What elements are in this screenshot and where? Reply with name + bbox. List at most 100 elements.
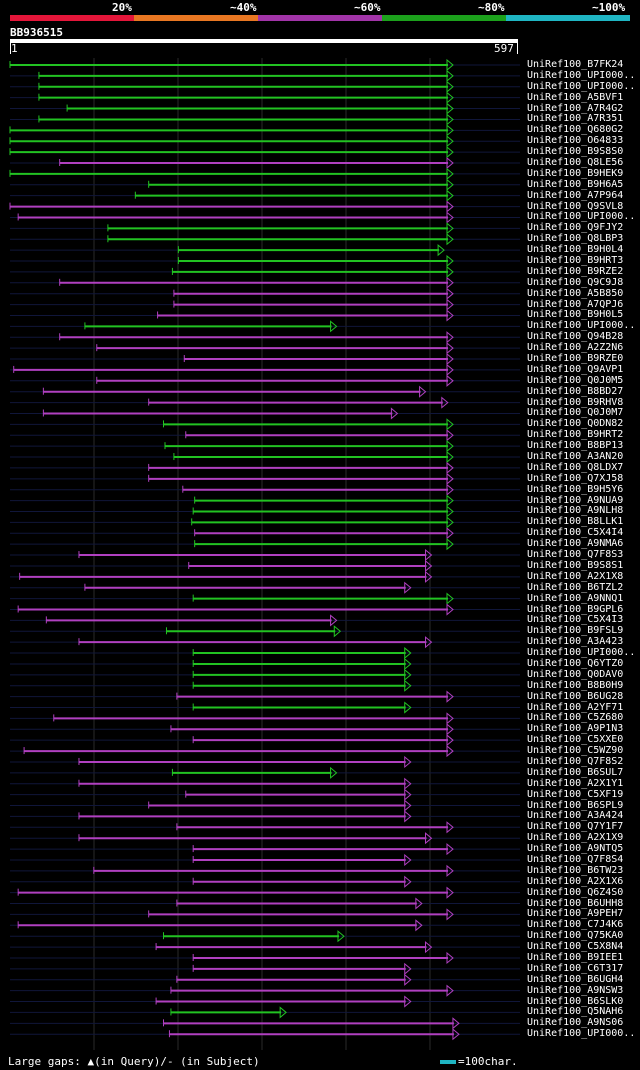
hit-label[interactable]: UniRef100_Q7F8S3 (527, 549, 624, 561)
hit-label[interactable]: UniRef100_C5WZ90 (527, 745, 624, 757)
hit-label[interactable]: UniRef100_A5B850 (527, 287, 624, 299)
hit-arrow (446, 233, 454, 246)
hit-label[interactable]: UniRef100_B9FSL9 (527, 625, 624, 637)
hit-label[interactable]: UniRef100_Q6YTZ0 (527, 657, 624, 669)
hit-label[interactable]: UniRef100_A9NMA6 (527, 538, 624, 550)
hit-label[interactable]: UniRef100_A9NTQ5 (527, 843, 624, 855)
hit-arrow (446, 254, 454, 268)
hit-label[interactable]: UniRef100_A3A423 (527, 636, 624, 648)
hit-label[interactable]: UniRef100_B8BP13 (527, 440, 624, 452)
hit-label[interactable]: UniRef100_B6SPL9 (527, 799, 624, 811)
hit-label[interactable]: UniRef100_B7FK24 (527, 59, 624, 70)
hit-label[interactable]: UniRef100_Q7Y1F7 (527, 821, 624, 833)
hit-label[interactable]: UniRef100_A9NSW3 (527, 984, 624, 996)
hit-label[interactable]: UniRef100_A2X1Y1 (527, 777, 624, 789)
hit-arrow (446, 200, 454, 213)
hit-label[interactable]: UniRef100_Q8LBP3 (527, 233, 624, 245)
hit-arrow (452, 1017, 460, 1030)
hit-label[interactable]: UniRef100_B8LLK1 (527, 516, 624, 528)
hit-label[interactable]: UniRef100_B9RZE2 (527, 265, 624, 277)
hit-label[interactable]: UniRef100_Q680G2 (527, 124, 624, 136)
hit-label[interactable]: UniRef100_A9PEH7 (527, 908, 624, 920)
hit-label[interactable]: UniRef100_B9GPL6 (527, 603, 624, 615)
hit-label[interactable]: UniRef100_B9HRT3 (527, 255, 624, 267)
hit-label[interactable]: UniRef100_A2X1X9 (527, 832, 624, 844)
hit-label[interactable]: UniRef100_C5XXE0 (527, 734, 624, 746)
hit-label[interactable]: UniRef100_A7R351 (527, 113, 624, 125)
hit-label[interactable]: UniRef100_A7R4G2 (527, 102, 624, 114)
hit-label[interactable]: UniRef100_Q5NAH6 (527, 1006, 624, 1018)
hit-label[interactable]: UniRef100_B6UGH4 (527, 973, 624, 985)
hit-label[interactable]: UniRef100_B6UG28 (527, 690, 624, 702)
hit-label[interactable]: UniRef100_Q7XJ58 (527, 472, 624, 484)
hit-label[interactable]: UniRef100_A5BVF1 (527, 91, 624, 103)
hit-arrow (446, 374, 454, 387)
hit-label[interactable]: UniRef100_B9HRT2 (527, 429, 624, 441)
hit-label[interactable]: UniRef100_C5XF19 (527, 788, 624, 800)
hit-label[interactable]: UniRef100_B6SLK0 (527, 995, 624, 1007)
hit-label[interactable]: UniRef100_Q0J0M5 (527, 374, 624, 386)
hit-label[interactable]: UniRef100_Q75KA0 (527, 930, 624, 942)
hit-label[interactable]: UniRef100_UPI000.. (527, 80, 636, 92)
hit-label[interactable]: UniRef100_Q9C9J8 (527, 276, 624, 288)
hit-label[interactable]: UniRef100_B9H0L4 (527, 244, 624, 256)
hit-label[interactable]: UniRef100_Q7F8S4 (527, 853, 624, 865)
hit-label[interactable]: UniRef100_A7P964 (527, 189, 624, 201)
hit-label[interactable]: UniRef100_B8BD27 (527, 385, 624, 397)
hit-label[interactable]: UniRef100_C5Z680 (527, 712, 624, 724)
hit-label[interactable]: UniRef100_Q9FJY2 (527, 222, 624, 234)
hit-label[interactable]: UniRef100_A9NS06 (527, 1017, 624, 1029)
hit-label[interactable]: UniRef100_C5X8N4 (527, 941, 624, 953)
hit-label[interactable]: UniRef100_Q0J0M7 (527, 407, 624, 419)
hit-label[interactable]: UniRef100_C6T317 (527, 962, 624, 974)
hit-label[interactable]: UniRef100_B9RZE0 (527, 353, 624, 365)
hit-label[interactable]: UniRef100_B9IEE1 (527, 951, 624, 963)
hit-label[interactable]: UniRef100_Q8LDX7 (527, 461, 624, 473)
hit-label[interactable]: UniRef100_UPI000.. (527, 1028, 636, 1040)
hit-label[interactable]: UniRef100_B9H5Y6 (527, 483, 624, 495)
hit-label[interactable]: UniRef100_B9S8S0 (527, 146, 624, 158)
hit-label[interactable]: UniRef100_A9NNQ1 (527, 592, 624, 604)
hit-label[interactable]: UniRef100_B6UHH8 (527, 897, 624, 909)
hit-label[interactable]: UniRef100_B9S8S1 (527, 559, 624, 571)
hit-label[interactable]: UniRef100_O64833 (527, 135, 624, 147)
hit-label[interactable]: UniRef100_B6TZL2 (527, 581, 624, 593)
hit-label[interactable]: UniRef100_C5X4I3 (527, 614, 624, 626)
hit-arrow (424, 941, 433, 954)
hit-label[interactable]: UniRef100_B6TW23 (527, 864, 624, 876)
hit-arrow (446, 156, 454, 170)
hit-label[interactable]: UniRef100_UPI000.. (527, 69, 636, 81)
hit-label[interactable]: UniRef100_Q94B28 (527, 331, 624, 343)
hit-label[interactable]: UniRef100_A9NLH8 (527, 505, 624, 517)
hit-arrow (404, 668, 412, 681)
hit-label[interactable]: UniRef100_B9H0L5 (527, 309, 624, 321)
hit-label[interactable]: UniRef100_Q0DAV0 (527, 668, 624, 680)
hit-label[interactable]: UniRef100_A2X1X8 (527, 570, 624, 582)
hit-arrow (446, 440, 454, 453)
hit-label[interactable]: UniRef100_A2Z2N6 (527, 342, 624, 354)
hit-label[interactable]: UniRef100_A2X1X6 (527, 875, 624, 887)
hit-label[interactable]: UniRef100_B9H6A5 (527, 178, 624, 190)
hit-label[interactable]: UniRef100_Q9SVL8 (527, 200, 624, 212)
hit-label[interactable]: UniRef100_C5X4I4 (527, 527, 624, 539)
hit-label[interactable]: UniRef100_A3AN20 (527, 451, 624, 463)
hit-label[interactable]: UniRef100_UPI000.. (527, 320, 636, 332)
hit-label[interactable]: UniRef100_A2YF71 (527, 701, 624, 713)
hit-label[interactable]: UniRef100_Q8LE56 (527, 157, 624, 168)
hit-label[interactable]: UniRef100_A7QPJ6 (527, 298, 624, 310)
hit-label[interactable]: UniRef100_B9RHV8 (527, 396, 624, 408)
hit-arrow (404, 581, 412, 594)
hit-label[interactable]: UniRef100_Q0DN82 (527, 418, 624, 430)
hit-label[interactable]: UniRef100_A9NUA9 (527, 494, 624, 506)
hit-label[interactable]: UniRef100_B9HEK9 (527, 167, 624, 179)
hit-label[interactable]: UniRef100_UPI000.. (527, 211, 636, 223)
hit-label[interactable]: UniRef100_Q7F8S2 (527, 755, 624, 767)
hit-label[interactable]: UniRef100_C7J4K6 (527, 919, 624, 931)
hit-label[interactable]: UniRef100_UPI000.. (527, 647, 636, 659)
hit-label[interactable]: UniRef100_A9P1N3 (527, 723, 624, 735)
hit-label[interactable]: UniRef100_B8B0H9 (527, 679, 624, 691)
hit-label[interactable]: UniRef100_Q9AVP1 (527, 363, 624, 375)
hit-label[interactable]: UniRef100_A3A424 (527, 810, 624, 822)
hit-label[interactable]: UniRef100_B6SUL7 (527, 766, 624, 778)
hit-label[interactable]: UniRef100_Q6Z4S0 (527, 886, 624, 898)
